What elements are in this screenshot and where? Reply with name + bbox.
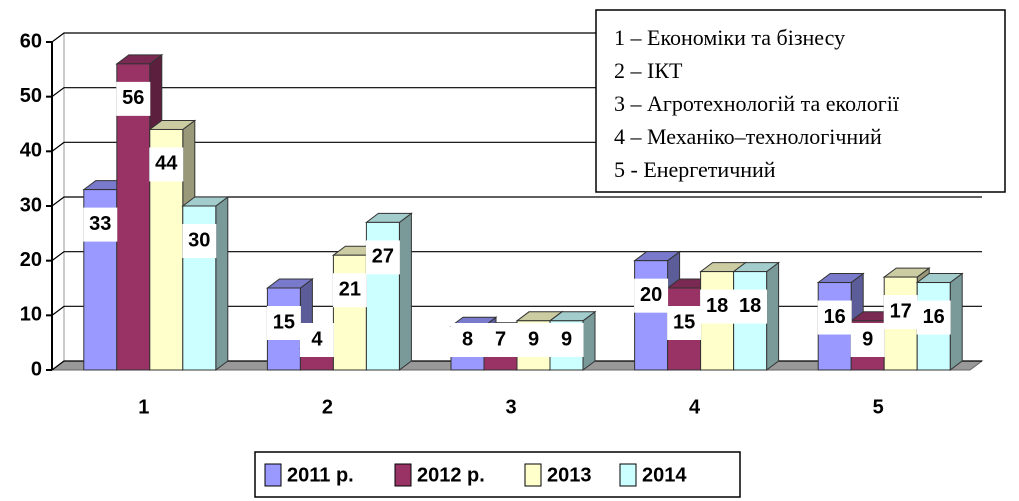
data-label-box — [149, 147, 184, 182]
data-label: 15 — [273, 311, 295, 333]
y-tick-label: 50 — [20, 85, 42, 107]
data-label-box — [850, 323, 885, 357]
data-label-box — [916, 300, 951, 335]
data-label: 21 — [339, 278, 361, 300]
legend-label: 2014 — [642, 464, 687, 486]
data-label-box — [83, 207, 118, 242]
legend-swatch — [619, 463, 637, 487]
data-label: 18 — [706, 295, 728, 317]
bar-side — [766, 261, 780, 371]
x-tick-label: 5 — [873, 396, 884, 418]
data-label: 20 — [640, 284, 662, 306]
bar-side — [398, 212, 412, 371]
annotation-box — [595, 9, 1006, 193]
x-tick-label: 1 — [138, 396, 149, 418]
bar-side — [582, 310, 596, 371]
legend-swatch — [394, 463, 412, 487]
data-label-box — [634, 278, 669, 313]
data-label-box — [483, 323, 518, 357]
bar-side — [949, 272, 963, 371]
annotation: 3 – Агротехнологій та екології — [614, 91, 900, 116]
x-tick-label: 4 — [689, 396, 701, 418]
data-label-box — [266, 306, 301, 340]
y-tick-label: 0 — [31, 358, 42, 380]
x-tick-label: 2 — [322, 396, 333, 418]
data-label: 33 — [89, 213, 111, 235]
data-label: 16 — [824, 306, 846, 328]
legend-box — [254, 451, 741, 498]
legend-label: 2013 — [547, 464, 592, 486]
data-label: 44 — [155, 153, 178, 175]
data-label: 4 — [311, 328, 323, 350]
y-tick-label: 20 — [20, 249, 42, 271]
data-label: 27 — [372, 246, 394, 268]
data-label: 9 — [561, 328, 572, 350]
data-label-box — [365, 240, 400, 275]
y-tick-label: 10 — [20, 304, 42, 326]
grid-line — [51, 196, 982, 207]
legend-label: 2012 р. — [417, 464, 485, 486]
bar-side — [215, 196, 229, 371]
data-label-box — [299, 323, 334, 357]
data-label-box — [182, 224, 217, 258]
annotation: 4 – Механіко–технологічний — [614, 124, 882, 149]
data-label-box — [700, 289, 735, 324]
data-label-box — [667, 306, 702, 340]
bar — [634, 260, 669, 371]
data-label: 16 — [923, 306, 945, 328]
data-label-box — [332, 273, 367, 308]
annotation: 2 – ІКТ — [614, 58, 683, 83]
data-label: 9 — [528, 328, 539, 350]
data-label: 18 — [739, 295, 761, 317]
data-label-box — [733, 289, 768, 324]
data-label: 30 — [188, 229, 210, 251]
data-label: 17 — [890, 300, 912, 322]
data-label-box — [116, 81, 151, 116]
data-label: 9 — [862, 328, 873, 350]
data-label: 15 — [673, 311, 695, 333]
bar — [332, 254, 367, 371]
y-tick-label: 60 — [20, 30, 42, 52]
annotation: 5 - Енергетичний — [614, 157, 776, 182]
data-label-box — [516, 323, 551, 357]
x-tick-label: 3 — [505, 396, 516, 418]
data-label-box — [450, 323, 485, 357]
legend-swatch — [264, 463, 282, 487]
legend-swatch — [524, 463, 542, 487]
y-tick-label: 40 — [20, 140, 42, 162]
data-label-box — [883, 295, 918, 330]
y-tick-label: 30 — [20, 194, 42, 216]
data-label: 8 — [462, 328, 473, 350]
annotation: 1 – Економіки та бізнесу — [614, 25, 845, 50]
data-label: 56 — [122, 87, 144, 109]
data-label-box — [817, 300, 852, 335]
legend-label: 2011 р. — [287, 464, 354, 486]
data-label-box — [549, 323, 584, 357]
data-label: 7 — [495, 328, 506, 350]
